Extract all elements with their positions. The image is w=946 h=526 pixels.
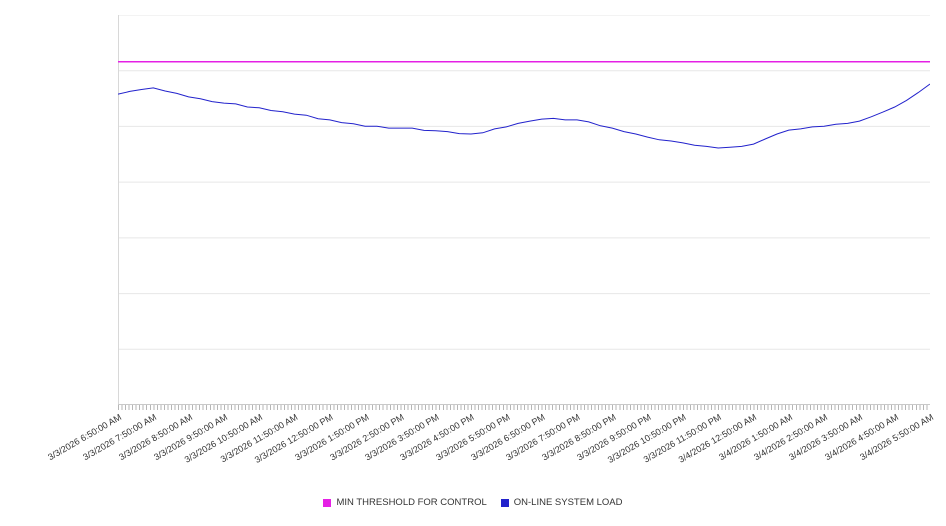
x-axis-label: 3/3/2026 5:50:00 PM [433,412,512,463]
x-axis-label: 3/4/2026 4:50:00 AM [822,412,900,463]
x-axis-label: 3/4/2026 1:50:00 AM [716,412,794,463]
x-axis-minor-ticks [118,405,930,410]
x-axis-label: 3/4/2026 5:50:00 AM [858,412,935,463]
x-axis-label: 3/3/2026 8:50:00 PM [539,412,618,463]
x-axis-label: 3/4/2026 12:50:00 AM [677,412,759,465]
legend-label: ON-LINE SYSTEM LOAD [513,497,623,508]
x-axis-label: 3/3/2026 9:50:00 AM [151,412,229,463]
x-axis-label: 3/3/2026 6:50:00 PM [469,412,547,463]
legend-swatch-icon [323,498,332,507]
legend-label: MIN THRESHOLD FOR CONTROL [336,497,487,508]
x-axis-label: 3/3/2026 2:50:00 PM [328,412,406,463]
x-axis-label: 3/3/2026 6:50:00 AM [46,412,124,463]
x-axis-label: 3/3/2026 12:50:00 PM [253,412,335,465]
x-axis-label: 3/3/2026 10:50:00 PM [606,412,688,465]
x-axis-label: 3/3/2026 9:50:00 PM [575,412,653,463]
x-axis-label: 3/4/2026 2:50:00 AM [752,412,830,463]
x-axis-label: 3/3/2026 10:50:00 AM [182,412,265,465]
x-axis-label: 3/4/2026 3:50:00 AM [787,412,865,463]
x-axis-label: 3/3/2026 11:50:00 AM [218,412,300,465]
legend-swatch-icon [500,498,509,507]
legend-item[interactable]: ON-LINE SYSTEM LOAD [500,497,623,508]
x-axis-label: 3/3/2026 7:50:00 AM [81,412,159,463]
plot-svg [118,15,930,405]
x-axis-label: 3/3/2026 11:50:00 PM [642,412,724,465]
legend: MIN THRESHOLD FOR CONTROL ON-LINE SYSTEM … [0,497,946,508]
x-axis-label: 3/3/2026 8:50:00 AM [116,412,194,463]
x-axis-label: 3/3/2026 3:50:00 PM [363,412,441,463]
x-axis-label: 3/3/2026 7:50:00 PM [504,412,582,463]
x-axis-label: 3/3/2026 4:50:00 PM [398,412,477,463]
plot-area [118,15,930,405]
load-line [118,83,930,149]
x-axis-label: 3/3/2026 1:50:00 PM [292,412,371,463]
legend-item[interactable]: MIN THRESHOLD FOR CONTROL [323,497,487,508]
